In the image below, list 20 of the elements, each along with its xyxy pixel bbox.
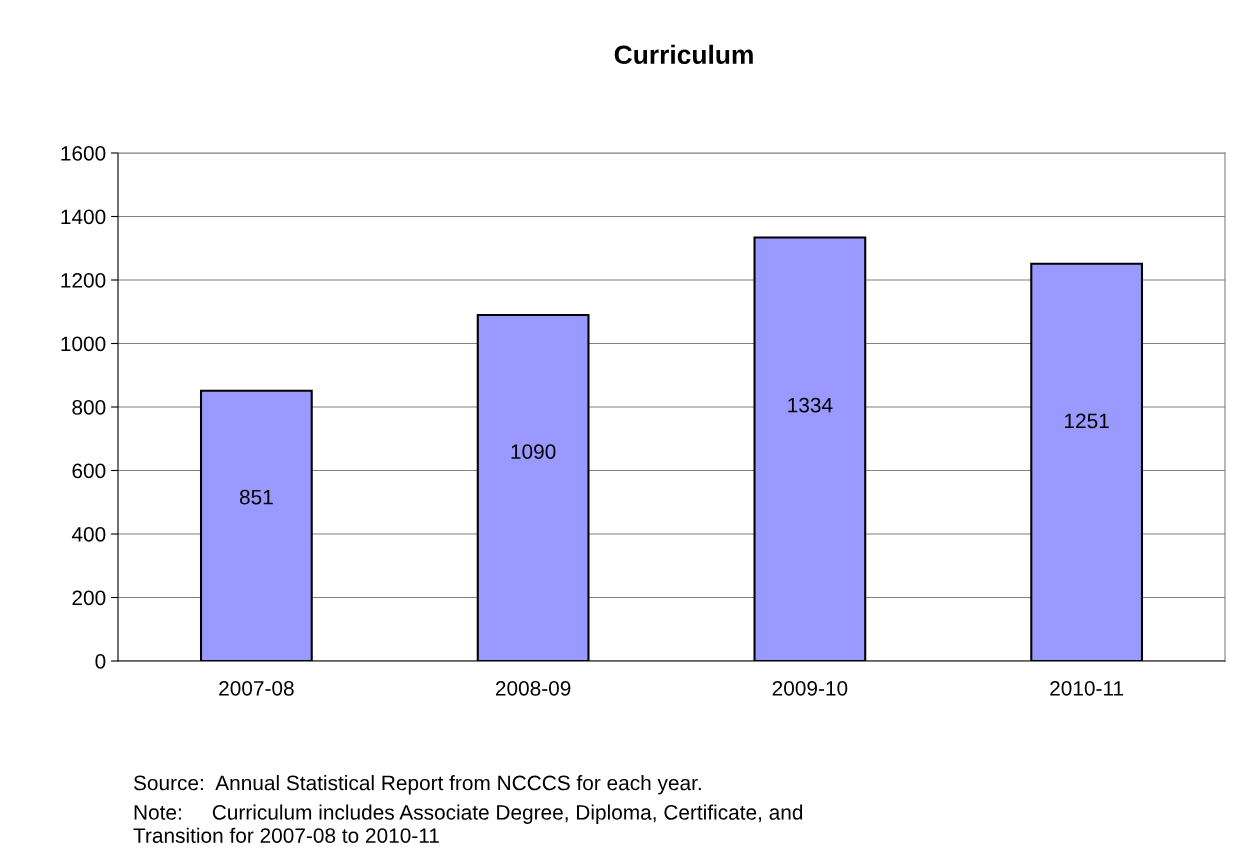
y-tick-label: 400: [71, 527, 106, 542]
data-label: 1251: [1065, 413, 1109, 429]
data-label: 1090: [511, 444, 556, 459]
text: Note: Curriculum includes Associate Degree, Diploma, Certificate, and Transition for 2007-08 to 2010-11: [133, 804, 803, 843]
x-tick-label: 2008-09: [495, 680, 571, 696]
y-tick-label: 0: [95, 654, 106, 669]
y-tick-label: 600: [72, 463, 106, 479]
y-tick-label: 200: [72, 590, 106, 606]
source-note: Source: Annual Statistical Report from NCCCS for each year.: [133, 775, 701, 795]
y-tick-label: 1600: [61, 146, 106, 161]
data-label: 1334: [788, 397, 833, 413]
x-tick-label: 2007-08: [219, 680, 294, 696]
y-tick-label: 1200: [61, 273, 106, 288]
x-tick-label: 2009-10: [772, 680, 848, 696]
y-tick-label: 1000: [61, 336, 106, 352]
y-tick-label: 1400: [61, 209, 106, 225]
chart-title: Curriculum: [614, 44, 753, 65]
data-label: 851: [239, 489, 273, 505]
x-tick-label: 2010-11: [1050, 680, 1124, 696]
y-tick-label: 800: [72, 400, 106, 415]
